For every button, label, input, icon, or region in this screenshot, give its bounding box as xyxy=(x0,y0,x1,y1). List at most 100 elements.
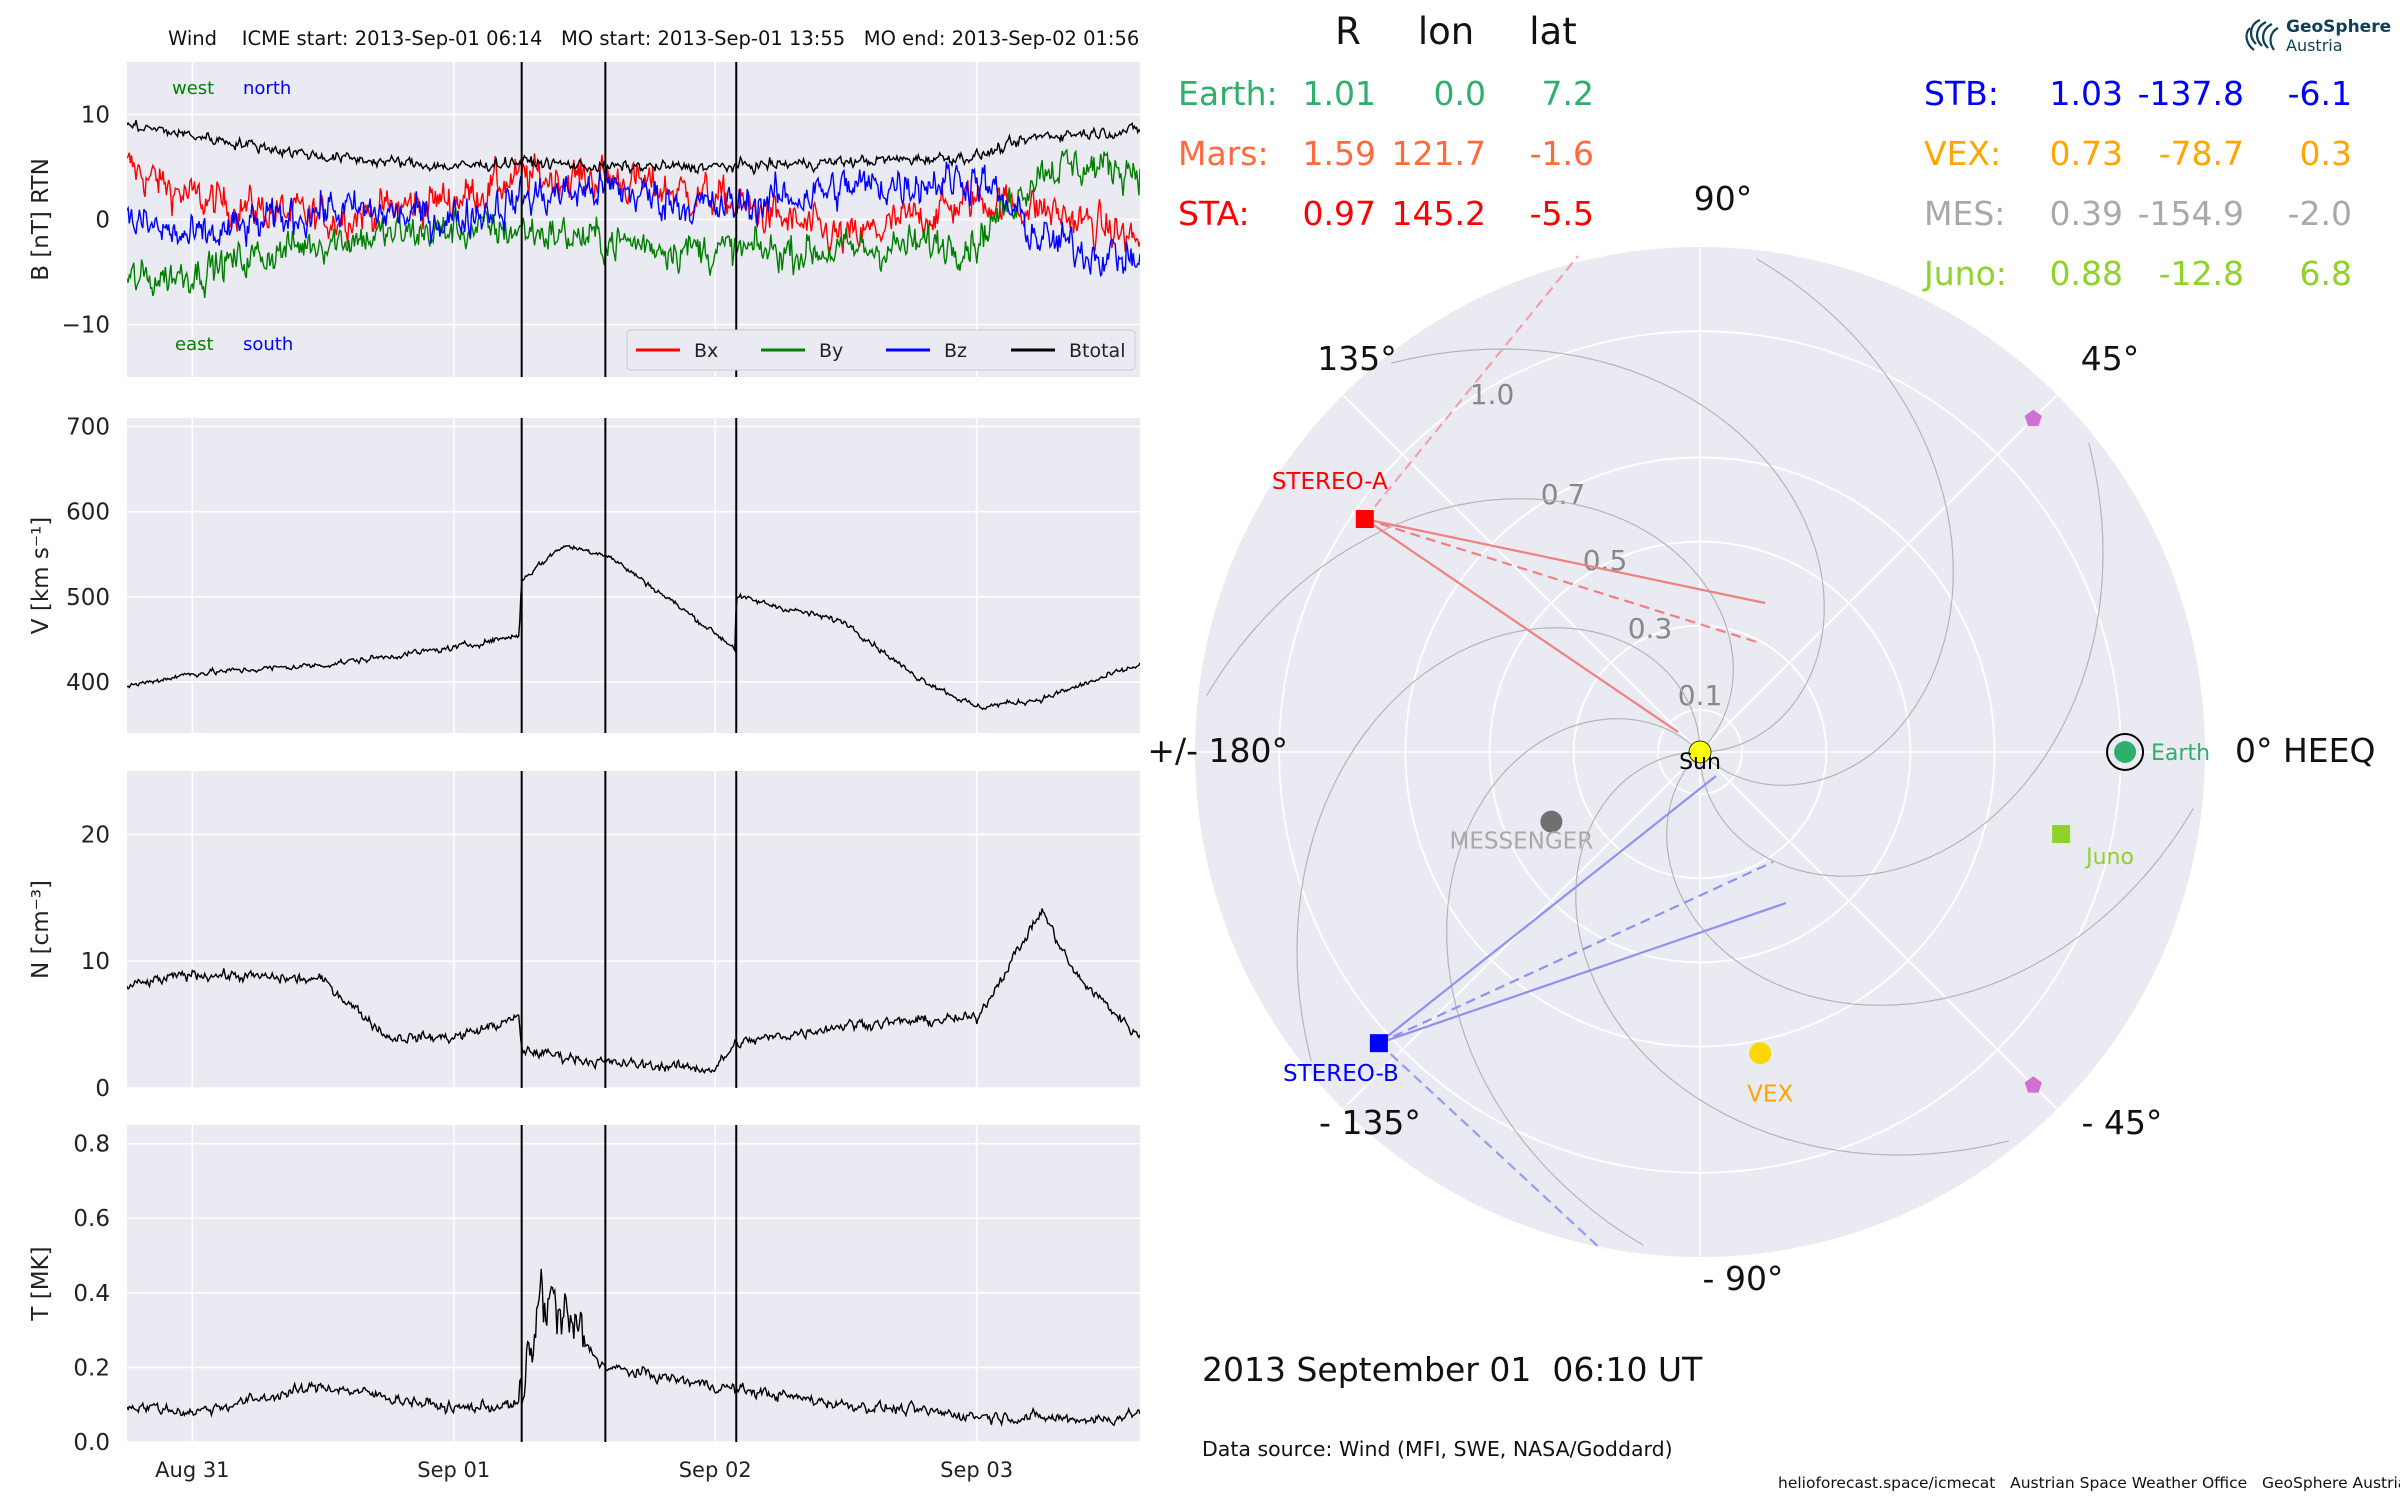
north-label: north xyxy=(243,78,291,99)
panel-4: 0.8 0.6 0.4 0.2 0.0 T [MK] Aug 31 Sep 01 Sep 02 S… xyxy=(28,1125,1140,1482)
stb-lat-value: -6.1 xyxy=(2288,74,2352,113)
sta-marker xyxy=(1355,510,1374,529)
south-label: south xyxy=(243,334,293,355)
earth-lat-value: 7.2 xyxy=(1542,74,1594,113)
stb-row-label: STB: xyxy=(1924,74,1999,113)
vex-label: VEX xyxy=(1747,1081,1793,1107)
series-line-data xyxy=(127,1268,1140,1427)
sta-fov-line xyxy=(1363,255,1579,520)
plot-title: Wind ICME start: 2013-Sep-01 06:14 MO st… xyxy=(168,27,1140,50)
mes-r-value: 0.39 xyxy=(2050,194,2123,233)
mars-r-value: 1.59 xyxy=(1303,134,1376,173)
stb-marker xyxy=(1369,1034,1388,1053)
series-line-data xyxy=(127,544,1140,711)
juno-marker xyxy=(2052,825,2071,844)
juno-label: Juno xyxy=(2084,845,2134,870)
legend-entry: By xyxy=(819,340,843,362)
y-tick-label: 500 xyxy=(66,585,110,611)
y-tick-label: 0 xyxy=(95,1076,110,1102)
panel-background xyxy=(127,771,1140,1088)
sun-marker xyxy=(1688,740,1712,764)
stb-label: STEREO-B xyxy=(1283,1061,1399,1087)
angle-label: 45° xyxy=(2081,339,2140,378)
angle-label: - 135° xyxy=(1319,1103,1421,1142)
y-tick-label: 20 xyxy=(81,822,110,848)
mes-lat-value: -2.0 xyxy=(2288,194,2352,233)
panel-background xyxy=(127,418,1140,733)
vex-lon-value: -78.7 xyxy=(2159,134,2244,173)
legend-entry: Btotal xyxy=(1069,340,1125,362)
pentagon-marker xyxy=(2024,1076,2042,1093)
legend: Bx By Bz Btotal xyxy=(626,329,1136,371)
juno-r-value: 0.88 xyxy=(2050,254,2123,293)
mars-row-label: Mars: xyxy=(1178,134,1269,173)
earth-ring xyxy=(2106,733,2145,771)
vex-marker xyxy=(1749,1042,1772,1065)
mars-lon-value: 121.7 xyxy=(1392,134,1486,173)
radius-label: 0.3 xyxy=(1628,612,1673,645)
sta-fov-line xyxy=(1364,518,1679,733)
sta-r-value: 0.97 xyxy=(1303,194,1376,233)
y-tick-label: 0.8 xyxy=(73,1132,110,1158)
y-tick-label: 0.6 xyxy=(73,1206,110,1232)
angle-label: - 90° xyxy=(1703,1259,1784,1298)
stb-r-value: 1.03 xyxy=(2050,74,2123,113)
vex-r-value: 0.73 xyxy=(2050,134,2123,173)
panel-1: 10 0 −10 B [nT] RTN xyxy=(28,62,1140,377)
angle-label: +/- 180° xyxy=(1147,731,1288,770)
juno-lon-value: -12.8 xyxy=(2159,254,2244,293)
fov-lines xyxy=(1363,255,1787,1251)
earth-lon-value: 0.0 xyxy=(1434,74,1486,113)
panel-3: 20 10 0 N [cm⁻³] xyxy=(28,771,1140,1102)
stb-lon-value: -137.8 xyxy=(2138,74,2244,113)
radius-label: 0.7 xyxy=(1541,478,1586,511)
messenger-marker xyxy=(1540,810,1563,833)
spiral-line xyxy=(1206,498,1734,747)
parker-spirals xyxy=(1206,258,2194,1246)
table-header: lat xyxy=(1529,10,1576,53)
y-tick-label: 0 xyxy=(95,208,110,234)
spiral-line xyxy=(1705,258,1954,786)
stb-fov-line xyxy=(1378,775,1717,1045)
angle-grid xyxy=(1699,751,2058,1110)
series-line-data xyxy=(127,908,1140,1074)
stb-fov-line xyxy=(1378,1042,1603,1251)
mars-lat-value: -1.6 xyxy=(1530,134,1594,173)
y-axis-label: B [nT] RTN xyxy=(28,158,54,281)
brand-logo: GeoSphere Austria xyxy=(2236,14,2391,58)
earth-marker xyxy=(2114,741,2137,763)
earth-r-value: 1.01 xyxy=(1303,74,1376,113)
juno-row-label: Juno: xyxy=(1922,254,2007,293)
spiral-line xyxy=(1666,757,2194,1006)
sta-fov-line xyxy=(1364,517,1766,605)
sun-label: Sun xyxy=(1679,750,1721,775)
y-axis-label: T [MK] xyxy=(28,1246,54,1321)
y-tick-label: 10 xyxy=(81,949,110,975)
vex-row-label: VEX: xyxy=(1924,134,2001,173)
sta-lat-value: -5.5 xyxy=(1530,194,1594,233)
mes-lon-value: -154.9 xyxy=(2138,194,2244,233)
x-tick-label: Sep 01 xyxy=(417,1458,490,1482)
juno-lat-value: 6.8 xyxy=(2300,254,2352,293)
spiral-line xyxy=(1391,348,1825,753)
y-tick-label: 0.2 xyxy=(73,1355,110,1381)
b-panel-annotations: west north east south xyxy=(172,78,293,355)
vex-lat-value: 0.3 xyxy=(2300,134,2352,173)
y-tick-label: 600 xyxy=(66,500,110,526)
radius-label: 1.0 xyxy=(1470,378,1515,411)
legend-box xyxy=(626,329,1136,371)
earth-row-label: Earth: xyxy=(1178,74,1278,113)
sta-row-label: STA: xyxy=(1178,194,1250,233)
series-line-Bz xyxy=(127,161,1140,278)
spiral-line xyxy=(1699,443,2104,877)
geosphere-logo-icon xyxy=(2245,18,2279,51)
legend-entry: Bx xyxy=(694,340,718,362)
angle-label: 90° xyxy=(1694,179,1753,218)
x-tick-label: Sep 02 xyxy=(679,1458,752,1482)
y-tick-label: 10 xyxy=(81,103,110,129)
data-source: Data source: Wind (MFI, SWE, NASA/Goddar… xyxy=(1202,1437,1673,1461)
y-axis-label: N [cm⁻³] xyxy=(28,880,54,979)
